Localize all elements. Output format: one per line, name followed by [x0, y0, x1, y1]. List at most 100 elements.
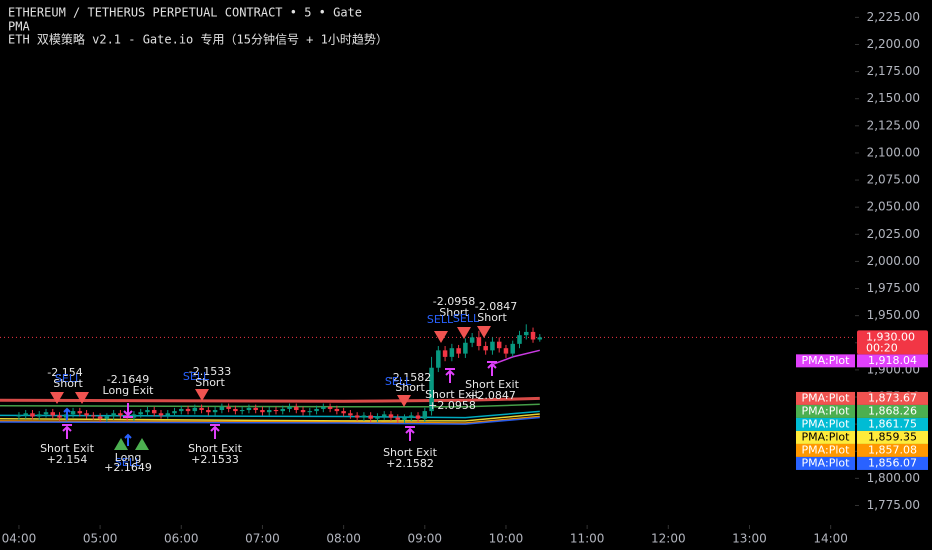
x-tick-label: 09:00: [407, 532, 442, 546]
candle-body: [151, 410, 157, 414]
candle-body: [415, 415, 421, 419]
x-tick-label: 08:00: [326, 532, 361, 546]
candle-body: [409, 415, 414, 418]
y-tick-label: 2,150.00: [867, 91, 920, 105]
legend-entry: PMA:Plot: [802, 443, 851, 456]
exit-arrow: [210, 424, 220, 439]
candle-body: [91, 415, 96, 417]
pma-name-pill: [796, 391, 855, 405]
pma-value-label: 1,873.67: [868, 391, 917, 404]
exit-arrow: [405, 426, 415, 441]
x-tick-label: 14:00: [813, 532, 848, 546]
candle-body: [510, 343, 515, 354]
pma-line: [0, 403, 540, 408]
candle-body: [449, 348, 455, 357]
signal-label: -2.1582: [389, 371, 431, 384]
signal-label: +2.1582: [386, 457, 434, 470]
candle-body: [172, 411, 177, 414]
pma-name-pill: [796, 430, 855, 444]
candle-body: [476, 337, 482, 347]
candle-body: [192, 407, 198, 412]
y-tick-label: 2,100.00: [867, 145, 920, 159]
candle-body: [138, 412, 143, 415]
short-triangle: [50, 392, 64, 404]
candle-body: [16, 415, 22, 417]
short-triangle: [397, 395, 411, 407]
pma-value-label: 1,859.35: [868, 430, 917, 443]
signal-label: Short Exit: [188, 442, 243, 455]
candle-body: [422, 411, 428, 419]
candle-body: [334, 408, 340, 412]
strategy-name: ETH 双模策略 v2.1 - Gate.io 专用（15分钟信号 + 1小时趋…: [8, 32, 388, 47]
pma-value-pill: [857, 430, 928, 444]
candle-body: [43, 412, 49, 415]
candle-body: [165, 413, 171, 416]
entry-arrow: [63, 407, 71, 420]
signal-label: Short: [439, 306, 469, 319]
candle-body: [246, 407, 252, 411]
x-tick-label: 04:00: [2, 532, 37, 546]
candle-body: [84, 413, 89, 416]
candle-body: [294, 406, 299, 411]
candle-body: [530, 331, 536, 340]
pma-value-pill: [857, 443, 928, 457]
candle-body: [212, 410, 218, 413]
candle-body: [239, 410, 245, 412]
pma-value-pill: [857, 391, 928, 405]
pma-line: [0, 416, 540, 425]
plot-area: [0, 16, 859, 529]
y-tick-label: 1,950.00: [867, 308, 920, 322]
signal-label: -2.1533: [189, 365, 231, 378]
candle-body: [77, 411, 83, 414]
candle-body: [469, 337, 475, 343]
y-tick-label: 1,775.00: [867, 498, 920, 512]
x-tick-label: 07:00: [245, 532, 280, 546]
candle-body: [97, 416, 103, 419]
sell-label: SELL: [453, 312, 480, 325]
candle-body: [36, 414, 42, 417]
candle-body: [111, 413, 116, 417]
exit-arrow: [487, 361, 497, 376]
candle-body: [300, 410, 306, 413]
exit-arrow: [123, 403, 133, 418]
candle-body: [104, 416, 110, 419]
candle-body: [50, 412, 56, 416]
x-tick-label: 10:00: [489, 532, 524, 546]
last-price-box: [857, 330, 928, 355]
legend-entry: PMA:Plot: [802, 391, 851, 404]
candle-body: [158, 413, 164, 416]
pma-name-pill: [796, 443, 855, 457]
signal-label: +2.1649: [104, 461, 152, 474]
candle-body: [354, 415, 360, 418]
signal-label: +2.0958: [428, 399, 476, 412]
candle-body: [496, 341, 502, 349]
candle-body: [348, 413, 353, 416]
sell-label: SELL: [115, 456, 142, 469]
sell-label: SELL: [385, 375, 412, 388]
candle-body: [145, 410, 150, 413]
sell-label: SELL: [183, 370, 210, 383]
pma-line: [492, 349, 540, 366]
candle-body: [314, 408, 319, 412]
candle-body: [381, 414, 387, 417]
long-triangle: [114, 438, 128, 450]
candle-body: [280, 408, 285, 412]
entry-arrow: [124, 433, 132, 446]
y-tick-label: 2,200.00: [867, 37, 920, 51]
candle-body: [307, 411, 313, 413]
signal-label: +2.1533: [191, 453, 239, 466]
signal-label: Short: [195, 376, 225, 389]
signal-label: +2.0847: [468, 389, 516, 402]
y-tick-label: 1,975.00: [867, 281, 920, 295]
x-tick-label: 05:00: [83, 532, 118, 546]
candle-body: [206, 410, 211, 413]
short-triangle: [195, 389, 209, 401]
candle-body: [30, 413, 35, 417]
x-tick-label: 06:00: [164, 532, 199, 546]
candle-body: [273, 410, 279, 412]
indicator-name: PMA: [8, 20, 30, 34]
y-tick-label: 2,025.00: [867, 227, 920, 241]
pma-name-pill: [796, 456, 855, 470]
